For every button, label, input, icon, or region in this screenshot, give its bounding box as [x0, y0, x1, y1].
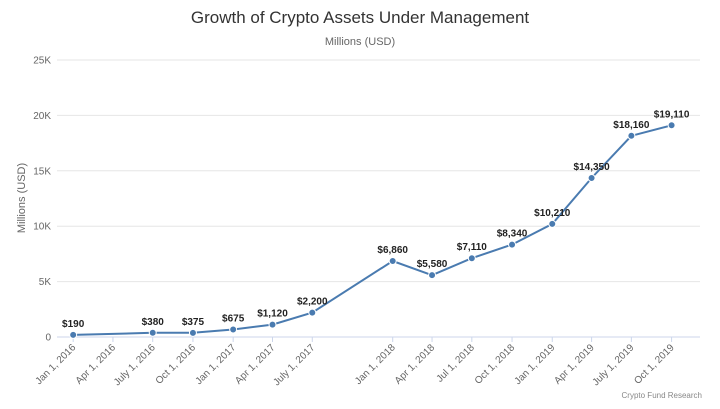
- data-label: $190: [62, 319, 85, 330]
- data-point-marker: [229, 325, 238, 334]
- data-label: $6,860: [377, 245, 408, 256]
- data-label: $19,110: [654, 109, 690, 120]
- x-tick-label: July 1, 2019: [591, 342, 637, 388]
- y-tick-label: 0: [45, 333, 51, 344]
- x-tick-label: Jan 1, 2017: [194, 342, 239, 387]
- data-label: $2,200: [297, 297, 328, 308]
- series-line: [73, 124, 672, 336]
- data-point-marker: [548, 219, 557, 228]
- x-tick-label: Oct 1, 2016: [154, 342, 199, 387]
- data-point-marker: [188, 328, 197, 337]
- y-axis-label: Millions (USD): [16, 163, 28, 233]
- data-label: $14,350: [574, 162, 611, 173]
- series-layer: [69, 121, 676, 339]
- data-point-marker: [388, 256, 397, 265]
- data-point-marker: [587, 174, 596, 183]
- chart-subtitle: Millions (USD): [325, 36, 395, 48]
- y-tick-label: 10K: [33, 222, 51, 233]
- y-tick-label: 15K: [33, 166, 51, 177]
- data-point-marker: [308, 308, 317, 317]
- y-tick-label: 25K: [33, 56, 51, 67]
- data-point-marker: [268, 320, 277, 329]
- x-tick-label: Jan 1, 2018: [353, 342, 398, 387]
- y-tick-label: 20K: [33, 111, 51, 122]
- x-tick-label: Apr 1, 2018: [393, 342, 438, 387]
- data-label: $8,340: [497, 229, 528, 240]
- data-label: $1,120: [257, 309, 288, 320]
- data-label: $18,160: [613, 120, 650, 131]
- data-label: $10,210: [534, 208, 571, 219]
- data-label: $375: [182, 317, 205, 328]
- data-point-marker: [428, 271, 437, 280]
- chart-title: Growth of Crypto Assets Under Management: [191, 8, 530, 27]
- data-point-marker: [69, 330, 78, 339]
- x-tick-label: Jul 1, 2018: [435, 342, 478, 385]
- data-point-marker: [148, 328, 157, 337]
- data-point-marker: [627, 131, 636, 140]
- x-tick-label: July 1, 2016: [112, 342, 158, 388]
- x-tick-label: Jan 1, 2019: [513, 342, 558, 387]
- x-tick-label: July 1, 2017: [271, 342, 317, 388]
- x-tick-label: Oct 1, 2019: [632, 342, 677, 387]
- data-label: $7,110: [457, 242, 487, 253]
- data-point-marker: [667, 121, 676, 130]
- x-tick-label: Oct 1, 2018: [473, 342, 518, 387]
- data-point-marker: [508, 240, 517, 249]
- y-tick-label: 5K: [39, 277, 52, 288]
- grid-layer: [57, 59, 700, 338]
- x-tick-label: Jan 1, 2016: [34, 342, 79, 387]
- data-label: $380: [142, 317, 165, 328]
- data-label: $675: [222, 314, 245, 325]
- data-label-layer: $190 $380 $375 $675 $1,120 $2,200 $6,860 $5,580…: [62, 109, 690, 330]
- data-label: $5,580: [417, 259, 448, 270]
- chart-credit: Crypto Fund Research: [622, 391, 702, 400]
- data-point-marker: [467, 254, 476, 263]
